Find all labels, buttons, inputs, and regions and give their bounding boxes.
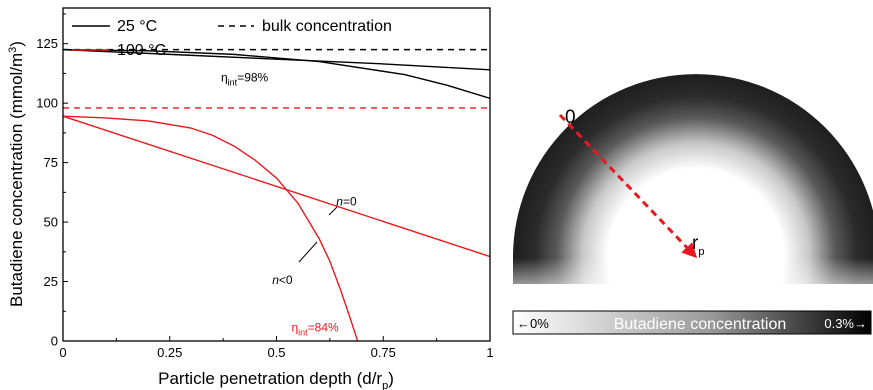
annotation-label: n<0 — [272, 273, 293, 287]
y-tick-label: 125 — [36, 36, 58, 51]
x-axis-label-end: ) — [388, 369, 394, 388]
legend-label-25c: 25 °C — [117, 18, 157, 35]
series-layer — [63, 50, 490, 341]
colorbar: ←0% Butadiene concentration 0.3%→ — [513, 311, 871, 334]
series-line-n0_100 — [63, 116, 490, 256]
y-tick-label: 100 — [36, 96, 58, 111]
y-axis-label: Butadiene concentration (mmol/m3) — [7, 41, 26, 307]
colorbar-max-label: 0.3%→ — [824, 316, 867, 331]
colorbar-title: Butadiene concentration — [614, 316, 787, 333]
annotation-label: ηint=98% — [221, 71, 269, 88]
y-tick-label: 0 — [51, 334, 58, 349]
arrow-end-label-sub: p — [698, 246, 704, 258]
series-line-nlt0_100 — [63, 116, 358, 341]
particle-diagram: 0 rp — [513, 74, 873, 285]
leader-line-nlt0 — [299, 242, 317, 262]
annotations: ηint=98% ηint=84% n=0 n<0 — [221, 71, 357, 338]
annotation-label: n=0 — [336, 194, 357, 208]
y-axis-label-end: ) — [7, 41, 26, 47]
y-axis-label-main: Butadiene concentration (mmol/m — [7, 53, 26, 307]
y-tick-label: 50 — [44, 215, 58, 230]
y-tick-label: 75 — [44, 155, 58, 170]
x-tick-label: 0.25 — [157, 345, 182, 360]
x-axis-label-main: Particle penetration depth (d/r — [158, 369, 382, 388]
colorbar-min-label: ←0% — [517, 316, 549, 331]
arrow-start-label: 0 — [565, 107, 576, 128]
particle-bottom-fade — [513, 258, 873, 285]
legend: 25 °C bulk concentration 100 °C — [72, 18, 392, 59]
x-axis-label: Particle penetration depth (d/rp) — [158, 369, 394, 390]
concentration-chart: 0 0.25 0.5 0.75 1 0 25 50 75 100 125 Butadiene con… — [7, 8, 494, 390]
x-tick-label: 0.5 — [267, 345, 285, 360]
legend-label-bulk: bulk concentration — [262, 18, 392, 35]
x-tick-label: 0 — [59, 345, 66, 360]
legend-label-100c: 100 °C — [117, 42, 166, 59]
annotation-label: ηint=84% — [291, 320, 339, 337]
x-tick-label: 1 — [486, 345, 493, 360]
y-tick-label: 25 — [44, 274, 58, 289]
x-tick-label: 0.75 — [371, 345, 396, 360]
